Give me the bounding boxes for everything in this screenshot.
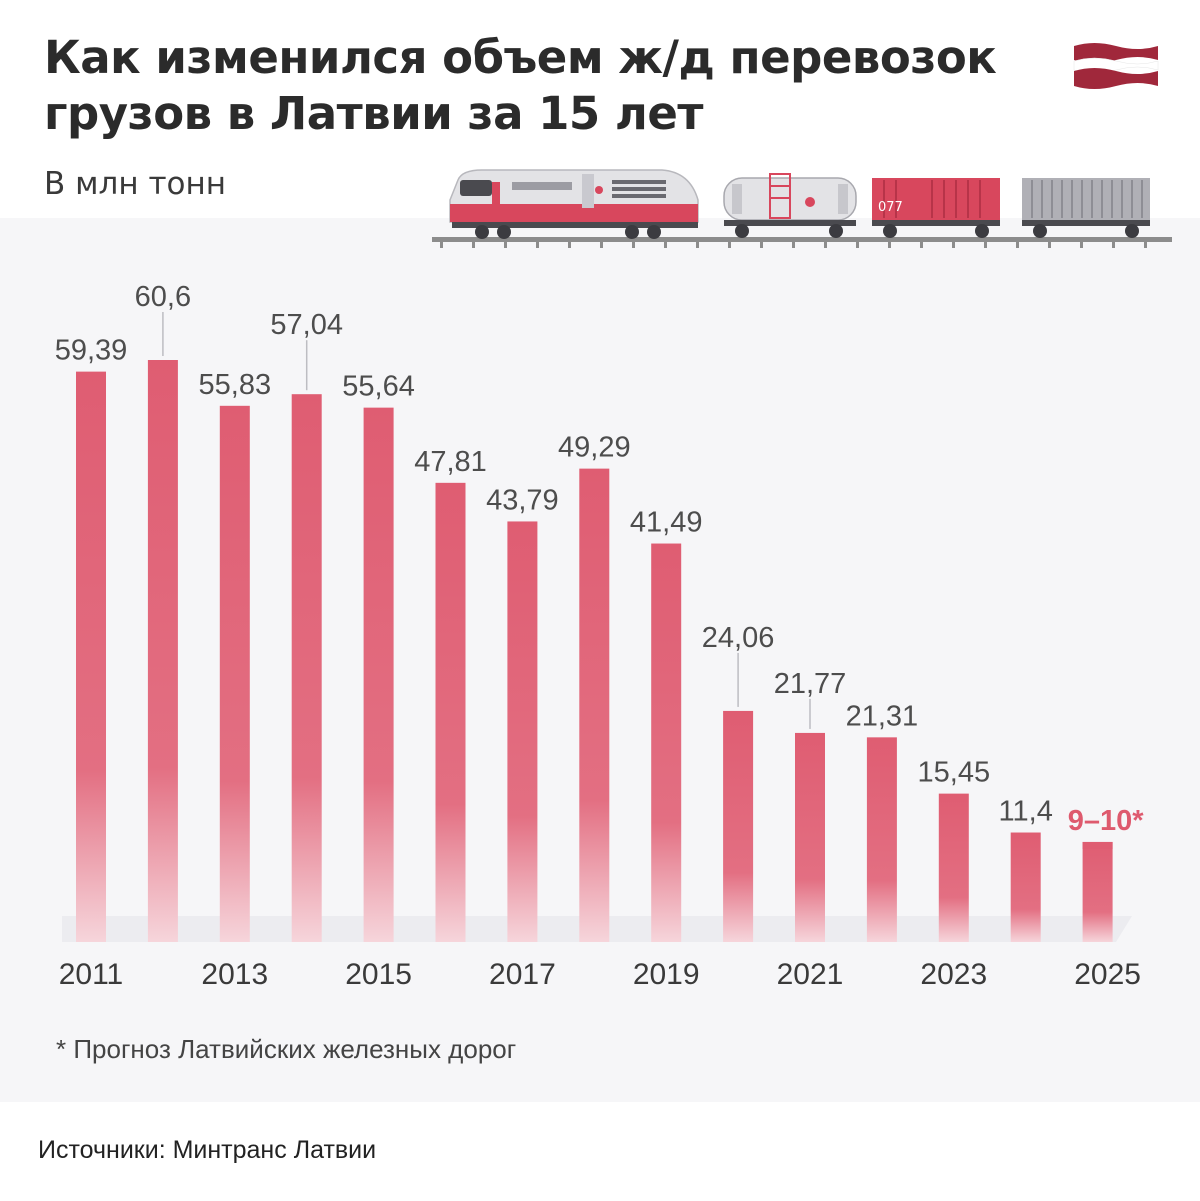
bar-2012: [147, 360, 178, 942]
value-label-2021: 21,77: [774, 668, 847, 700]
x-tick-label-2011: 2011: [59, 958, 124, 991]
chart-title: Как изменился объем ж/д перевозок грузов…: [44, 31, 997, 140]
value-label-2015: 55,64: [342, 371, 415, 403]
bar-2022: [866, 737, 897, 942]
value-label-2012: 60,6: [135, 281, 191, 313]
chart-subtitle: В млн тонн: [44, 166, 227, 202]
bar-2015: [363, 407, 394, 943]
x-tick-label-2013: 2013: [201, 958, 268, 991]
wagon-number: 077: [878, 200, 903, 215]
bar-2020: [723, 710, 754, 942]
x-tick-label-2023: 2023: [920, 958, 987, 991]
train-illustration: 077: [432, 169, 1172, 248]
value-label-2016: 47,81: [414, 446, 487, 478]
x-tick-label-2015: 2015: [345, 958, 412, 991]
bar-2011: [76, 371, 106, 942]
forecast-range-cap: [1082, 841, 1113, 849]
value-label-2013: 55,83: [199, 369, 272, 401]
x-tick-label-2017: 2017: [489, 958, 556, 991]
x-tick-label-2021: 2021: [777, 958, 844, 991]
value-label-2014: 57,04: [270, 309, 343, 341]
value-label-2025: 9–10*: [1068, 805, 1145, 837]
value-label-2017: 43,79: [486, 484, 559, 516]
locomotive: [449, 169, 699, 239]
value-label-2024: 11,4: [999, 796, 1053, 828]
bar-2014: [291, 394, 322, 943]
bar-2017: [507, 521, 538, 942]
latvia-flag-icon: [1073, 43, 1159, 89]
x-tick-label-2019: 2019: [633, 958, 700, 991]
bar-2016: [435, 482, 466, 942]
value-label-2023: 15,45: [918, 757, 991, 789]
grey-container-wagon: [1022, 178, 1150, 238]
bar-2019: [651, 543, 682, 942]
container-wagon: 077: [872, 178, 1000, 238]
value-label-2022: 21,31: [846, 700, 919, 732]
bar-2013: [219, 405, 250, 942]
value-label-2020: 24,06: [702, 622, 775, 654]
source-note: Источники: Минтранс Латвии: [38, 1136, 377, 1164]
bar-2021: [795, 732, 825, 942]
value-label-2018: 49,29: [558, 432, 631, 464]
bar-2024: [1010, 832, 1041, 942]
x-tick-label-2025: 2025: [1074, 958, 1141, 991]
footnote: * Прогноз Латвийских железных дорог: [56, 1034, 517, 1064]
value-label-2011: 59,39: [55, 335, 128, 367]
bar-2018: [579, 468, 610, 942]
bar-2023: [938, 793, 969, 942]
bar-2025: [1082, 841, 1113, 942]
value-label-2019: 41,49: [630, 507, 703, 539]
tank-wagon: [723, 173, 857, 238]
